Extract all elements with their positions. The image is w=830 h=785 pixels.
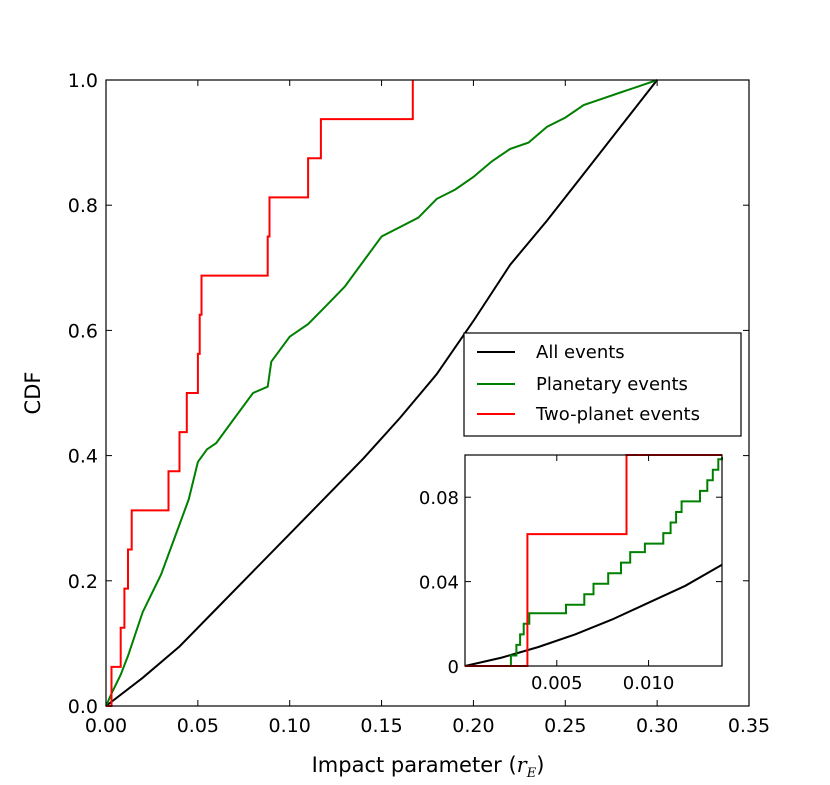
y-tick-label: 0.2 bbox=[68, 571, 98, 593]
inset-chart: 0.005 0.010 0 0.04 0.08 bbox=[419, 454, 723, 694]
main-ticks-group: 0.00 0.05 0.10 0.15 0.20 0.25 0.30 0.35 0.0 0.2 0.… bbox=[68, 70, 770, 737]
y-tick-label: 0.6 bbox=[68, 320, 98, 342]
legend-label-planetary-events: Planetary events bbox=[536, 374, 688, 395]
legend-label-all-events: All events bbox=[536, 342, 625, 363]
legend-label-two-planet-events: Two-planet events bbox=[535, 404, 700, 425]
series-two-planet-events bbox=[106, 80, 414, 707]
inset-ticks-group: 0.005 0.010 0 0.04 0.08 bbox=[419, 455, 722, 694]
inset-x-tick-label: 0.005 bbox=[531, 673, 583, 694]
x-axis-label: Impact parameter (rE) bbox=[312, 753, 545, 781]
x-tick-label: 0.15 bbox=[360, 715, 402, 737]
y-tick-label: 0.8 bbox=[68, 195, 98, 217]
inset-y-tick-label: 0.08 bbox=[419, 488, 459, 509]
plot-frame bbox=[105, 79, 750, 707]
inset-x-tick-label: 0.010 bbox=[623, 673, 675, 694]
inset-frame bbox=[464, 454, 723, 667]
series-all-events bbox=[105, 79, 658, 707]
y-tick-label: 1.0 bbox=[68, 70, 98, 92]
main-series-group bbox=[105, 79, 658, 707]
x-tick-label: 0.20 bbox=[452, 715, 494, 737]
x-axis-label-close: ) bbox=[536, 753, 544, 777]
series-planetary-events bbox=[105, 79, 658, 707]
x-tick-label: 0.05 bbox=[177, 715, 219, 737]
inset-series-planetary-events bbox=[465, 457, 723, 667]
x-axis-label-symbol: r bbox=[517, 753, 529, 777]
legend: All events Planetary events Two-planet e… bbox=[463, 332, 742, 437]
y-tick-label: 0.0 bbox=[68, 696, 98, 718]
x-axis-label-text: Impact parameter ( bbox=[312, 753, 517, 777]
x-tick-label: 0.00 bbox=[85, 715, 127, 737]
y-axis-label: CDF bbox=[21, 372, 45, 415]
inset-y-tick-label: 0.04 bbox=[419, 573, 459, 594]
x-tick-label: 0.25 bbox=[544, 715, 586, 737]
x-tick-label: 0.35 bbox=[728, 715, 770, 737]
x-tick-label: 0.30 bbox=[636, 715, 678, 737]
y-tick-label: 0.4 bbox=[68, 446, 98, 468]
inset-series-all-events bbox=[464, 563, 723, 667]
x-tick-label: 0.10 bbox=[269, 715, 311, 737]
inset-y-tick-label: 0 bbox=[448, 657, 459, 678]
x-axis-label-subscript: E bbox=[526, 766, 537, 781]
inset-plot-area bbox=[465, 455, 722, 666]
